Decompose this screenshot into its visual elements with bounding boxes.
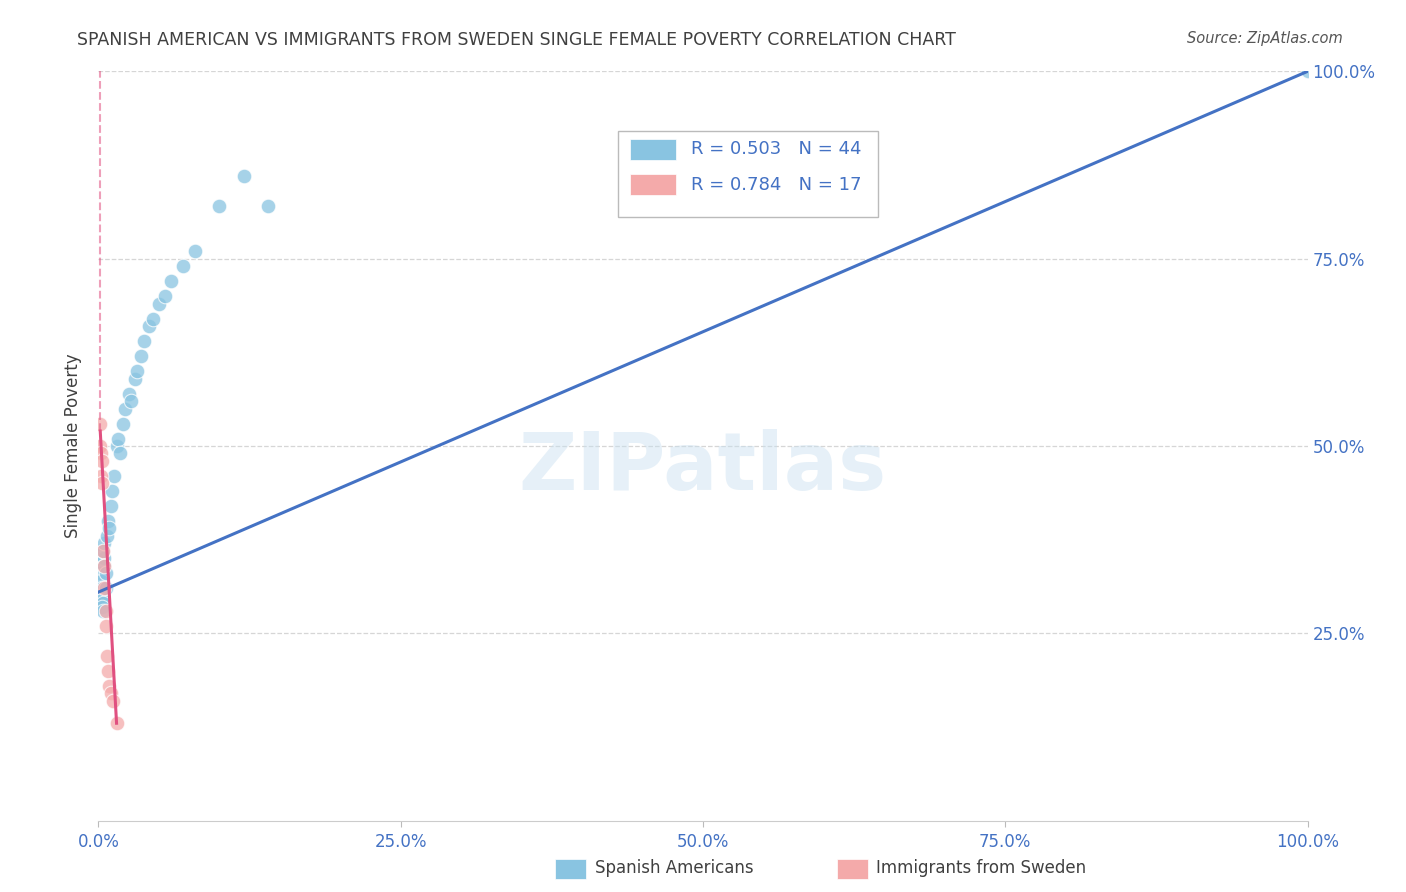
Point (90, 589, 112, 603)
Point (93, 551, 115, 566)
Point (148, 296, 170, 310)
Point (93, 558, 115, 573)
Text: R = 0.503   N = 44: R = 0.503 N = 44 (690, 140, 862, 158)
Point (89, 439, 111, 453)
Point (129, 349, 152, 363)
Point (256, 199, 278, 213)
Point (142, 311, 165, 326)
Bar (630, 174, 676, 195)
Point (172, 259, 194, 273)
Point (160, 274, 183, 288)
Point (91, 476, 114, 491)
Text: ZIPatlas: ZIPatlas (519, 429, 887, 508)
FancyBboxPatch shape (619, 131, 879, 218)
Text: Immigrants from Sweden: Immigrants from Sweden (876, 859, 1085, 877)
Point (91, 582, 114, 596)
Point (124, 371, 146, 385)
Point (93, 558, 115, 573)
Point (138, 319, 160, 334)
Point (89, 417, 111, 431)
Point (89, 566, 111, 581)
Point (94, 619, 117, 633)
Point (232, 169, 254, 184)
Point (105, 439, 128, 453)
Point (103, 469, 125, 483)
Point (94, 582, 117, 596)
Point (91, 544, 114, 558)
Point (100, 499, 122, 513)
Point (91, 604, 114, 618)
Point (96, 648, 118, 663)
Point (90, 469, 112, 483)
Point (111, 417, 134, 431)
Point (91, 544, 114, 558)
Point (100, 483, 122, 498)
Point (208, 199, 231, 213)
Point (93, 582, 115, 596)
Point (96, 529, 118, 543)
Point (91, 600, 114, 615)
Point (127, 364, 149, 378)
Point (184, 244, 207, 259)
Point (105, 716, 128, 731)
Point (97, 664, 120, 678)
Point (118, 386, 141, 401)
Text: SPANISH AMERICAN VS IMMIGRANTS FROM SWEDEN SINGLE FEMALE POVERTY CORRELATION CHA: SPANISH AMERICAN VS IMMIGRANTS FROM SWED… (77, 31, 956, 49)
Point (91, 454, 114, 468)
Point (153, 289, 176, 303)
Bar (630, 139, 676, 160)
Point (91, 592, 114, 607)
Point (114, 401, 136, 416)
Point (90, 446, 112, 460)
Point (101, 694, 124, 708)
Point (1296, 64, 1319, 78)
Text: Spanish Americans: Spanish Americans (595, 859, 754, 877)
Point (94, 566, 117, 581)
Point (107, 432, 129, 446)
Point (97, 514, 120, 528)
Point (108, 446, 131, 460)
Point (98, 679, 121, 693)
Text: R = 0.784   N = 17: R = 0.784 N = 17 (690, 176, 862, 194)
Point (90, 551, 112, 566)
Point (134, 334, 156, 348)
Point (91, 596, 114, 610)
Point (98, 521, 121, 535)
Point (93, 536, 115, 550)
Point (94, 604, 117, 618)
Point (100, 686, 122, 700)
Y-axis label: Single Female Poverty: Single Female Poverty (65, 354, 83, 538)
Point (90, 574, 112, 588)
Point (120, 394, 142, 409)
Point (89, 544, 111, 558)
Text: Source: ZipAtlas.com: Source: ZipAtlas.com (1187, 31, 1343, 46)
